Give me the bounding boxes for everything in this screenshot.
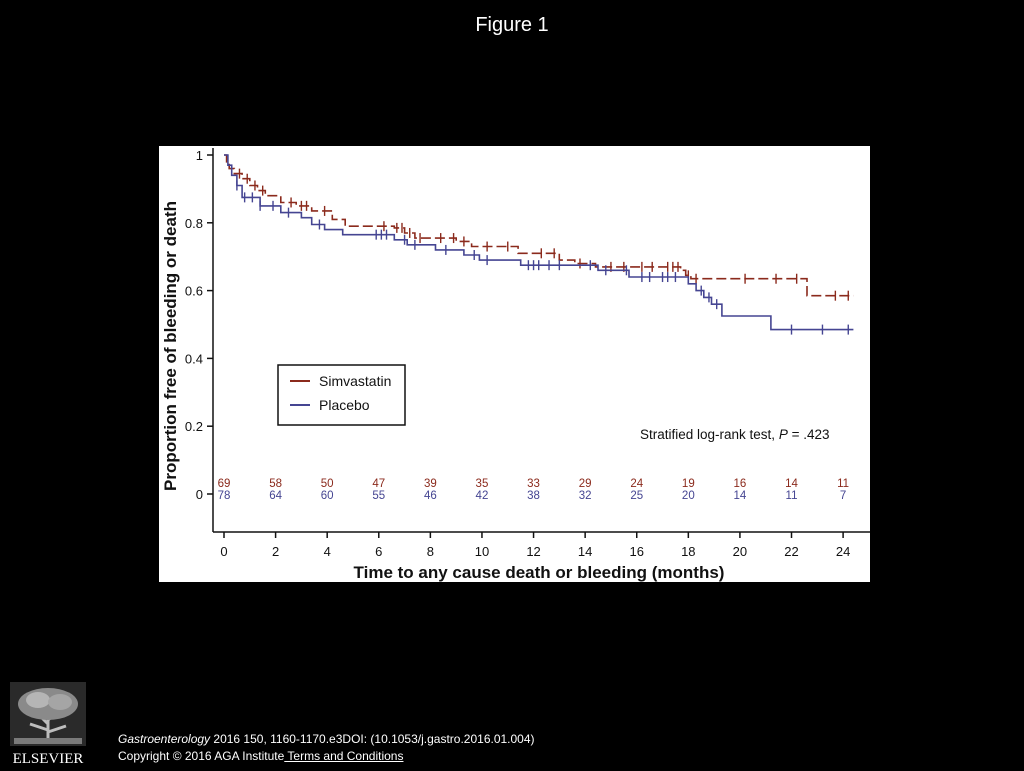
x-tick-label: 8 bbox=[427, 544, 434, 559]
at-risk-simvastatin: 47 bbox=[372, 478, 385, 490]
at-risk-placebo: 32 bbox=[579, 490, 592, 502]
citation-block: Gastroenterology 2016 150, 1160-1170.e3D… bbox=[118, 731, 535, 765]
at-risk-simvastatin: 35 bbox=[476, 478, 489, 490]
at-risk-simvastatin: 29 bbox=[579, 478, 592, 490]
citation-details: 2016 150, 1160-1170.e3DOI: (10.1053/j.ga… bbox=[210, 732, 535, 746]
at-risk-placebo: 14 bbox=[734, 490, 747, 502]
y-tick-label: 0.6 bbox=[185, 284, 203, 299]
at-risk-placebo: 60 bbox=[321, 490, 334, 502]
at-risk-simvastatin: 39 bbox=[424, 478, 437, 490]
at-risk-simvastatin: 58 bbox=[269, 478, 282, 490]
y-tick-label: 0 bbox=[196, 487, 203, 502]
at-risk-simvastatin: 11 bbox=[837, 478, 849, 490]
km-curve-simvastatin bbox=[224, 154, 854, 297]
y-tick-label: 0.2 bbox=[185, 419, 203, 434]
at-risk-simvastatin: 50 bbox=[321, 478, 334, 490]
at-risk-placebo: 11 bbox=[786, 490, 798, 502]
x-tick-label: 22 bbox=[784, 544, 798, 559]
x-tick-label: 12 bbox=[526, 544, 540, 559]
at-risk-placebo: 64 bbox=[269, 490, 282, 502]
legend-label-placebo: Placebo bbox=[319, 397, 370, 413]
at-risk-placebo: 55 bbox=[372, 490, 385, 502]
x-tick-label: 18 bbox=[681, 544, 695, 559]
y-tick-label: 0.4 bbox=[185, 351, 203, 366]
at-risk-placebo: 25 bbox=[630, 490, 643, 502]
elsevier-logo: ELSEVIER bbox=[8, 680, 88, 767]
at-risk-placebo: 7 bbox=[840, 490, 846, 502]
km-curve-placebo bbox=[224, 154, 854, 331]
at-risk-simvastatin: 16 bbox=[734, 478, 747, 490]
y-axis-label: Proportion free of bleeding or death bbox=[161, 201, 180, 491]
x-axis-label: Time to any cause death or bleeding (mon… bbox=[354, 563, 725, 582]
x-tick-label: 4 bbox=[324, 544, 331, 559]
at-risk-simvastatin: 33 bbox=[527, 478, 540, 490]
legend-box bbox=[277, 364, 406, 426]
citation-line: Gastroenterology 2016 150, 1160-1170.e3D… bbox=[118, 731, 535, 748]
x-tick-label: 6 bbox=[375, 544, 382, 559]
x-tick-label: 10 bbox=[475, 544, 489, 559]
at-risk-placebo: 20 bbox=[682, 490, 695, 502]
terms-link[interactable]: Terms and Conditions bbox=[284, 749, 404, 763]
y-tick-label: 1 bbox=[196, 148, 203, 163]
page-title: Figure 1 bbox=[475, 14, 549, 36]
x-tick-label: 14 bbox=[578, 544, 592, 559]
logrank-annotation: Stratified log-rank test, P = .423 bbox=[640, 427, 830, 442]
x-tick-label: 16 bbox=[630, 544, 644, 559]
at-risk-simvastatin: 19 bbox=[682, 478, 695, 490]
journal-name: Gastroenterology bbox=[118, 732, 211, 746]
y-tick-label: 0.8 bbox=[185, 216, 203, 231]
x-tick-label: 2 bbox=[272, 544, 279, 559]
at-risk-placebo: 46 bbox=[424, 490, 437, 502]
at-risk-placebo: 38 bbox=[527, 490, 540, 502]
copyright-text: Copyright © 2016 AGA Institute bbox=[118, 749, 285, 763]
at-risk-placebo: 42 bbox=[476, 490, 489, 502]
at-risk-placebo: 78 bbox=[218, 490, 231, 502]
copyright-line: Copyright © 2016 AGA Institute Terms and… bbox=[118, 748, 535, 765]
x-tick-label: 24 bbox=[836, 544, 850, 559]
chart-panel: 0 0.2 0.4 0.6 0.8 1 0 2 4 6 8 10 12 14 16 18 20 22 24 69 58… bbox=[159, 146, 870, 582]
logo-wordmark: ELSEVIER bbox=[13, 751, 84, 766]
x-tick-label: 0 bbox=[220, 544, 227, 559]
at-risk-simvastatin: 24 bbox=[630, 478, 643, 490]
at-risk-simvastatin: 69 bbox=[218, 478, 231, 490]
x-tick-label: 20 bbox=[733, 544, 747, 559]
at-risk-simvastatin: 14 bbox=[785, 478, 798, 490]
km-chart: 00.20.40.60.810 2 4 6 8 10 12 14 16 18 20 22 24 69 58… bbox=[161, 148, 870, 582]
legend-label-simvastatin: Simvastatin bbox=[319, 373, 391, 389]
